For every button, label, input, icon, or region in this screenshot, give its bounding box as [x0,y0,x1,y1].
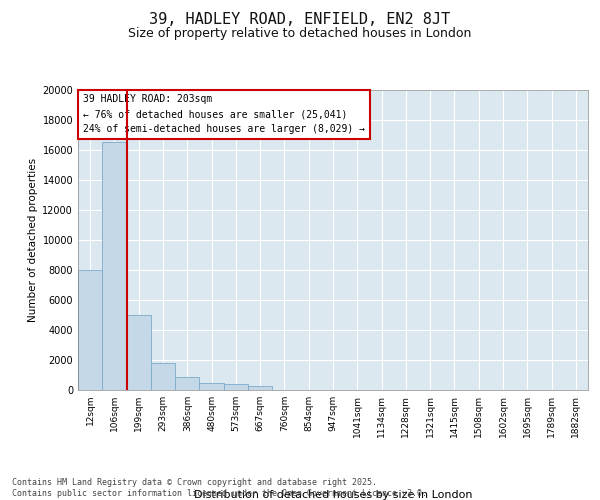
Bar [102,142,127,390]
Text: 39 HADLEY ROAD: 203sqm
← 76% of detached houses are smaller (25,041)
24% of semi: 39 HADLEY ROAD: 203sqm ← 76% of detached… [83,94,365,134]
Text: Size of property relative to detached houses in London: Size of property relative to detached ho… [128,28,472,40]
Bar [199,382,224,390]
Text: 39, HADLEY ROAD, ENFIELD, EN2 8JT: 39, HADLEY ROAD, ENFIELD, EN2 8JT [149,12,451,28]
Bar [224,384,248,390]
Text: Contains HM Land Registry data © Crown copyright and database right 2025.
Contai: Contains HM Land Registry data © Crown c… [12,478,427,498]
Bar [248,386,272,390]
Bar [175,376,199,390]
Bar [151,363,175,390]
Bar [127,315,151,390]
Y-axis label: Number of detached properties: Number of detached properties [28,158,38,322]
X-axis label: Distribution of detached houses by size in London: Distribution of detached houses by size … [194,490,472,500]
Bar [78,270,102,390]
